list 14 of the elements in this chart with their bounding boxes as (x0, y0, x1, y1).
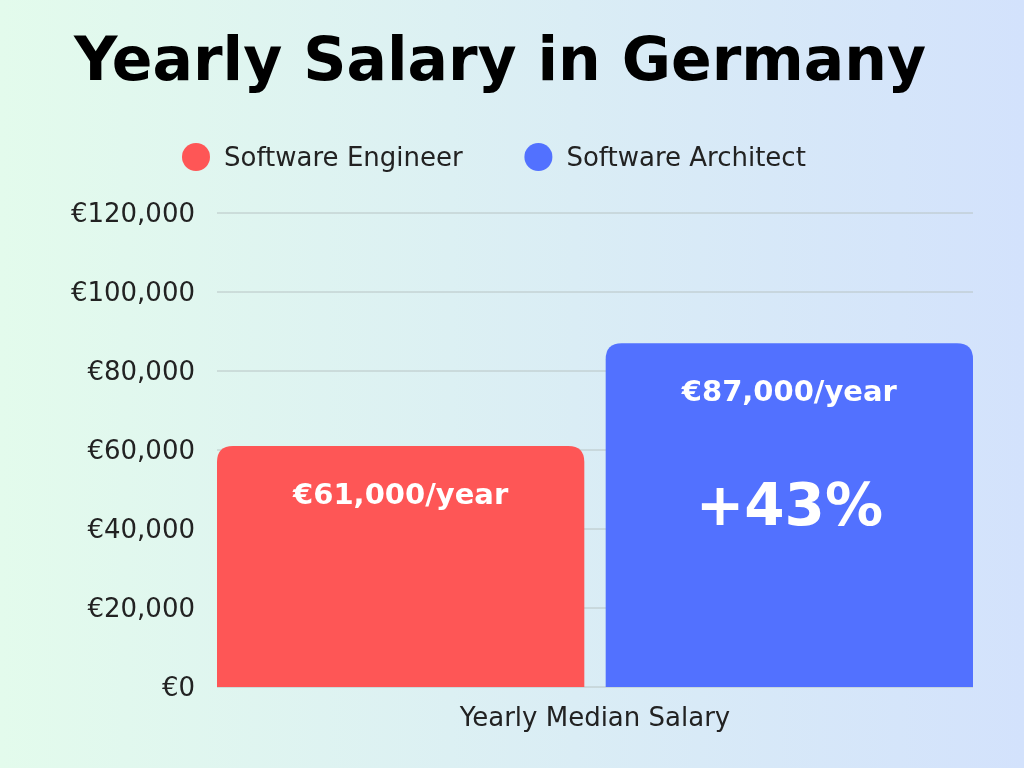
y-tick-label: €80,000 (87, 356, 195, 386)
y-tick-label: €120,000 (70, 198, 195, 228)
x-tick-label: Yearly Median Salary (458, 702, 731, 732)
y-tick-label: €0 (161, 672, 195, 702)
data-label: €87,000/year (680, 374, 898, 409)
annotation: +43% (695, 471, 884, 540)
y-tick-label: €60,000 (87, 435, 195, 465)
y-tick-label: €20,000 (87, 593, 195, 623)
legend-label: Software Engineer (224, 142, 463, 172)
chart-title: Yearly Salary in Germany (72, 24, 927, 94)
y-tick-label: €100,000 (70, 277, 195, 307)
legend-label: Software Architect (566, 142, 806, 172)
data-label: €61,000/year (292, 477, 509, 512)
y-tick-label: €40,000 (87, 514, 195, 544)
